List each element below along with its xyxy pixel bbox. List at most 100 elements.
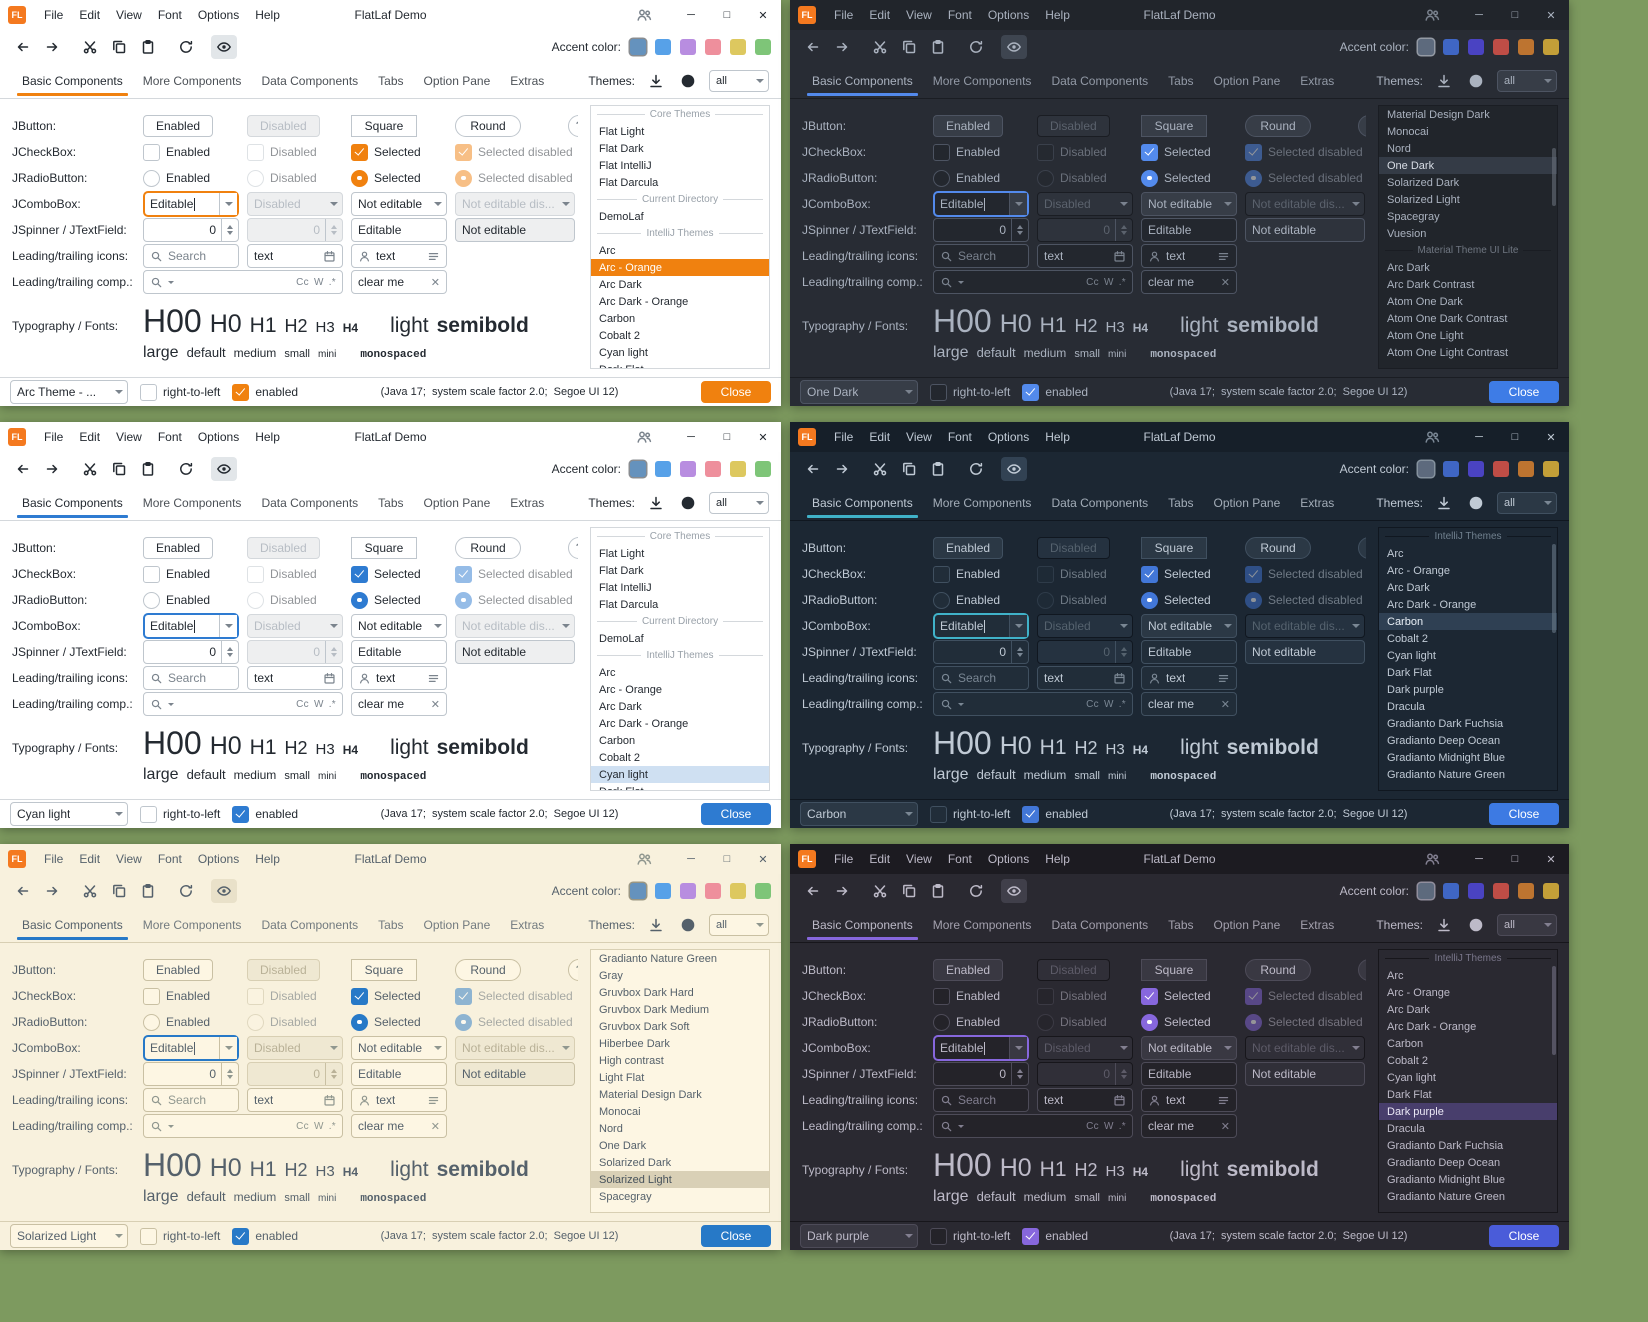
checkbox-selected[interactable]: Selected: [351, 987, 421, 1005]
theme-list-item[interactable]: Carbon: [599, 734, 636, 747]
clearable-field[interactable]: clear me ✕: [1141, 1114, 1237, 1138]
refresh-button[interactable]: [173, 35, 199, 59]
theme-list-item[interactable]: Arc - Orange: [1387, 564, 1450, 577]
search-field[interactable]: Search: [143, 1088, 239, 1112]
tab-option-pane[interactable]: Option Pane: [423, 918, 491, 932]
radio-enabled[interactable]: Enabled: [933, 591, 1000, 609]
theme-list-item[interactable]: Arc Dark: [1387, 581, 1430, 594]
clear-button[interactable]: ✕: [430, 698, 440, 711]
tab-basic-components[interactable]: Basic Components: [802, 486, 923, 520]
enabled-checkbox[interactable]: enabled: [232, 1227, 298, 1245]
menu-font[interactable]: Font: [947, 852, 972, 866]
user-field[interactable]: text: [1141, 1088, 1237, 1112]
tab-option-pane[interactable]: Option Pane: [423, 74, 491, 88]
spinner-arrows[interactable]: [1011, 641, 1028, 663]
clearable-field[interactable]: clear me ✕: [351, 692, 447, 716]
github-button[interactable]: [677, 492, 699, 514]
back-button[interactable]: [10, 879, 36, 903]
tab-basic-components[interactable]: Basic Components: [12, 908, 133, 942]
menu-view[interactable]: View: [906, 8, 932, 22]
whole-words-toggle[interactable]: W: [1103, 698, 1114, 710]
users-icon[interactable]: [631, 3, 657, 27]
radio-enabled[interactable]: Enabled: [143, 1013, 210, 1031]
show-toggle-button[interactable]: [1001, 457, 1027, 481]
tab-tabs[interactable]: Tabs: [1168, 74, 1194, 88]
search-field[interactable]: Search: [143, 244, 239, 268]
chevron-down-icon[interactable]: [1219, 1037, 1236, 1059]
search-field[interactable]: Search: [143, 666, 239, 690]
chevron-down-icon[interactable]: [958, 280, 964, 284]
search-field[interactable]: Search: [933, 1088, 1029, 1112]
theme-list-item[interactable]: Gradianto Midnight Blue: [1387, 1173, 1506, 1186]
match-case-toggle[interactable]: Cc: [1086, 698, 1099, 710]
accent-swatch-3[interactable]: [680, 461, 696, 477]
theme-list-item[interactable]: High contrast: [599, 1054, 664, 1067]
editable-combobox[interactable]: Editable: [143, 191, 239, 217]
square-button[interactable]: Square: [351, 115, 417, 137]
match-case-toggle[interactable]: Cc: [1086, 276, 1099, 288]
square-button[interactable]: Square: [1141, 959, 1207, 981]
theme-list-item[interactable]: Nord: [599, 1122, 623, 1135]
search-field[interactable]: Search: [933, 666, 1029, 690]
theme-list-item[interactable]: Flat IntelliJ: [599, 581, 652, 594]
theme-selector-combo[interactable]: Cyan light: [10, 802, 128, 826]
forward-button[interactable]: [39, 457, 65, 481]
tab-option-pane[interactable]: Option Pane: [1213, 918, 1281, 932]
theme-list-item[interactable]: Arc: [1387, 969, 1404, 982]
chevron-down-icon[interactable]: [168, 1124, 174, 1128]
theme-list-item[interactable]: Gradianto Nature Green: [599, 952, 718, 965]
not-editable-combobox[interactable]: Not editable: [351, 614, 447, 638]
tab-more-components[interactable]: More Components: [142, 918, 242, 932]
copy-button[interactable]: [106, 35, 132, 59]
spinner-arrows[interactable]: [1011, 219, 1028, 241]
theme-list-item[interactable]: Arc Dark: [599, 278, 642, 291]
close-window-button[interactable]: ✕: [758, 9, 768, 22]
refresh-button[interactable]: [173, 879, 199, 903]
accent-swatch-5[interactable]: [1518, 39, 1534, 55]
download-button[interactable]: [1433, 914, 1455, 936]
accent-swatch-3[interactable]: [1468, 39, 1484, 55]
search-history-field[interactable]: Cc W .*: [143, 1114, 343, 1138]
tab-tabs[interactable]: Tabs: [378, 918, 404, 932]
menu-view[interactable]: View: [906, 852, 932, 866]
minimize-button[interactable]: ─: [1475, 853, 1483, 865]
accent-swatch-2[interactable]: [1443, 883, 1459, 899]
scrollbar-thumb[interactable]: [1552, 965, 1556, 1055]
minimize-button[interactable]: ─: [687, 9, 695, 21]
menu-options[interactable]: Options: [987, 430, 1030, 444]
accent-swatch-6[interactable]: [755, 461, 771, 477]
github-button[interactable]: [1465, 492, 1487, 514]
theme-selector-combo[interactable]: One Dark: [800, 380, 918, 404]
checkbox-enabled[interactable]: Enabled: [143, 565, 210, 583]
users-icon[interactable]: [1419, 3, 1445, 27]
paste-button[interactable]: [925, 457, 951, 481]
tab-extras[interactable]: Extras: [1300, 918, 1335, 932]
theme-list-item[interactable]: Hiberbee Dark: [599, 1037, 670, 1050]
theme-list-item[interactable]: Light Flat: [599, 1071, 645, 1084]
download-button[interactable]: [1433, 492, 1455, 514]
cut-button[interactable]: [867, 457, 893, 481]
editable-combobox[interactable]: Editable: [933, 1035, 1029, 1061]
copy-button[interactable]: [896, 457, 922, 481]
theme-list-item[interactable]: Arc Dark: [1387, 1003, 1430, 1016]
spinner[interactable]: 0: [933, 1062, 1029, 1086]
accent-swatch-1[interactable]: [1418, 461, 1434, 477]
tab-option-pane[interactable]: Option Pane: [1213, 74, 1281, 88]
menu-view[interactable]: View: [116, 8, 142, 22]
search-history-field[interactable]: Cc W .*: [933, 692, 1133, 716]
regex-toggle[interactable]: .*: [1118, 276, 1126, 288]
github-button[interactable]: [677, 914, 699, 936]
back-button[interactable]: [800, 35, 826, 59]
menu-help[interactable]: Help: [1045, 430, 1070, 444]
square-button[interactable]: Square: [1141, 537, 1207, 559]
user-field[interactable]: text: [1141, 244, 1237, 268]
menu-view[interactable]: View: [116, 430, 142, 444]
menu-edit[interactable]: Edit: [79, 852, 101, 866]
download-button[interactable]: [645, 914, 667, 936]
paste-button[interactable]: [135, 879, 161, 903]
theme-list-item[interactable]: Dark purple: [1379, 1103, 1557, 1120]
checkbox-selected[interactable]: Selected: [351, 565, 421, 583]
accent-swatch-4[interactable]: [705, 39, 721, 55]
square-button[interactable]: Square: [1141, 115, 1207, 137]
theme-list-item[interactable]: Gruvbox Dark Medium: [599, 1003, 710, 1016]
